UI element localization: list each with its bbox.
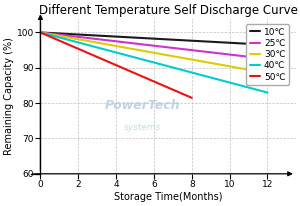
50℃: [39, 31, 42, 34]
Text: systems: systems: [124, 123, 161, 132]
Y-axis label: Remaining Capacity (%): Remaining Capacity (%): [4, 37, 14, 155]
Text: PowerTech: PowerTech: [105, 99, 180, 112]
Line: 50℃: 50℃: [40, 33, 192, 98]
50℃: [190, 97, 194, 99]
Legend: 10℃, 25℃, 30℃, 40℃, 50℃: 10℃, 25℃, 30℃, 40℃, 50℃: [246, 24, 289, 85]
X-axis label: Storage Time(Months): Storage Time(Months): [114, 192, 222, 202]
Title: Different Temperature Self Discharge Curve: Different Temperature Self Discharge Cur…: [39, 4, 298, 17]
